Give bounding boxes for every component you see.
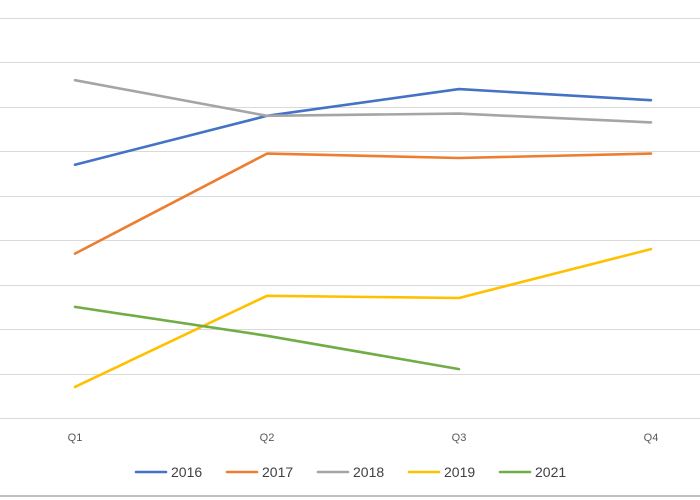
series-line-2016 bbox=[73, 87, 653, 166]
legend-item-2021: 2021 bbox=[498, 464, 566, 480]
legend: 2016 2017 2018 2019 2021 bbox=[134, 464, 566, 480]
series-lines bbox=[73, 78, 653, 389]
legend-item-2018: 2018 bbox=[316, 464, 384, 480]
legend-item-2016: 2016 bbox=[134, 464, 202, 480]
legend-item-2017: 2017 bbox=[225, 464, 293, 480]
legend-label-2019: 2019 bbox=[444, 464, 475, 480]
legend-label-2017: 2017 bbox=[262, 464, 293, 480]
x-tick-label-q2: Q2 bbox=[260, 432, 275, 444]
x-tick-label-q1: Q1 bbox=[68, 432, 83, 444]
x-tick-label-q4: Q4 bbox=[644, 432, 659, 444]
x-tick-label-q3: Q3 bbox=[452, 432, 467, 444]
legend-item-2019: 2019 bbox=[407, 464, 475, 480]
legend-label-2016: 2016 bbox=[171, 464, 202, 480]
legend-label-2018: 2018 bbox=[353, 464, 384, 480]
gridlines bbox=[0, 18, 700, 419]
series-line-2019 bbox=[73, 247, 653, 389]
series-line-2017 bbox=[73, 152, 653, 255]
series-line-2021 bbox=[73, 305, 461, 371]
series-line-2018 bbox=[73, 78, 653, 124]
legend-label-2021: 2021 bbox=[535, 464, 566, 480]
x-axis-tick-labels: Q1 Q2 Q3 Q4 bbox=[68, 432, 659, 444]
